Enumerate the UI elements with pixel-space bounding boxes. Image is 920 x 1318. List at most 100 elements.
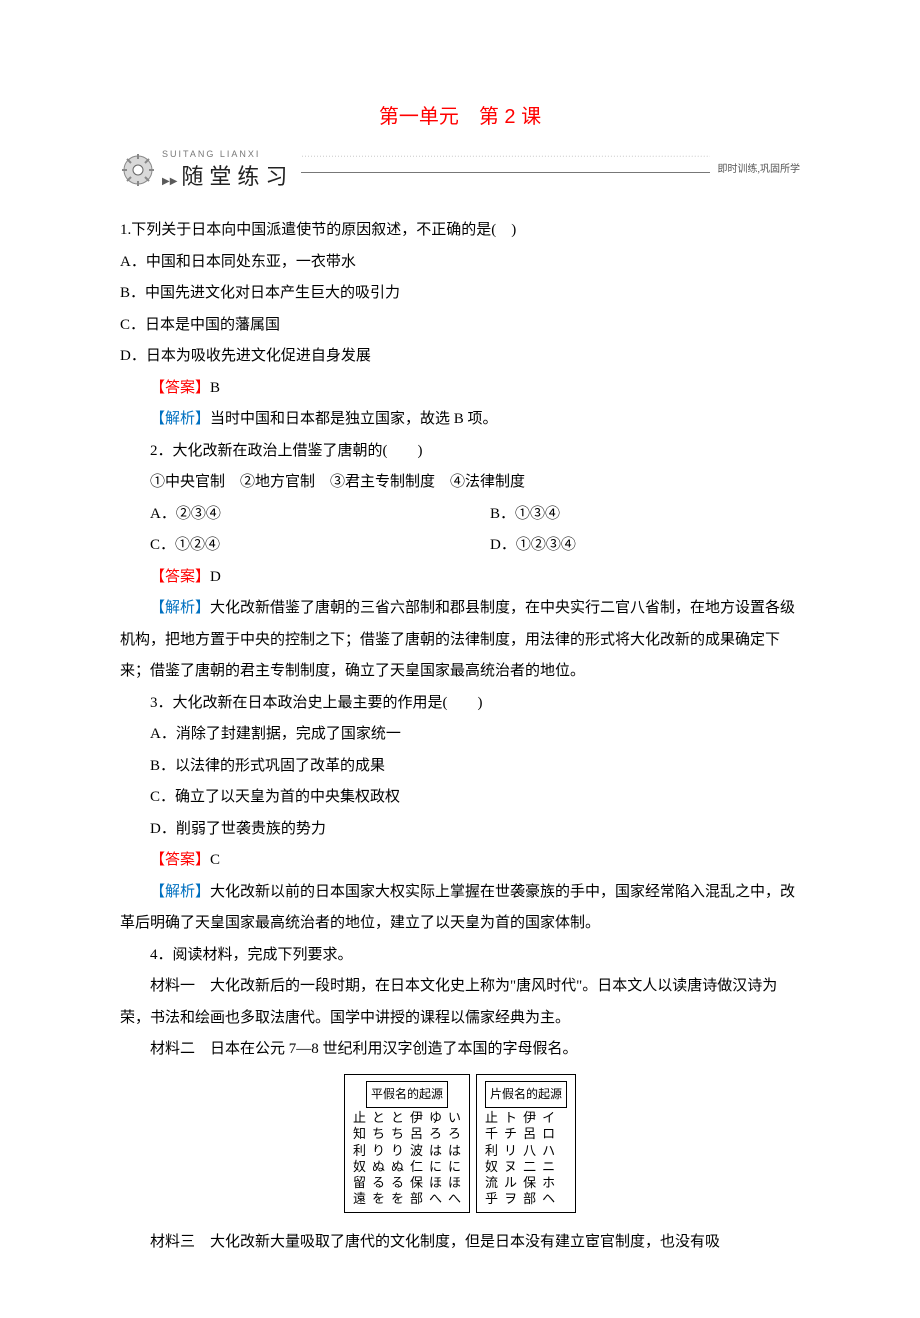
q3-opt-b: B．以法律的形式巩固了改革的成果 [120, 751, 800, 783]
kana-char: と [372, 1110, 385, 1126]
kana-char: 留 [353, 1175, 366, 1191]
kana-char: ろ [429, 1126, 442, 1142]
kana-char: 止 [485, 1110, 498, 1126]
kana-char: は [429, 1143, 442, 1159]
q1-answer-value: B [210, 380, 220, 396]
q3-opt-c: C．确立了以天皇为首的中央集权政权 [120, 782, 800, 814]
analysis-label: 【解析】 [150, 884, 210, 900]
kana-column: とちりぬるを [372, 1110, 385, 1208]
kana-char: 利 [353, 1143, 366, 1159]
kana-char: る [372, 1175, 385, 1191]
kana-char: 保 [523, 1175, 536, 1191]
q1-opt-d: D．日本为吸收先进文化促进自身发展 [120, 341, 800, 373]
kana-column: トチリヌルヲ [504, 1110, 517, 1208]
kana-char: 部 [410, 1191, 423, 1207]
kana-char: 利 [485, 1143, 498, 1159]
kana-column: ゆろはにほへ [429, 1110, 442, 1208]
kana-char: 伊 [410, 1110, 423, 1126]
kana-char: 呂 [523, 1126, 536, 1142]
banner-main: SUITANG LIANXI ▶▶ 随堂练习 [162, 149, 293, 191]
kana-char: 二 [523, 1159, 536, 1175]
kana-char: 乎 [485, 1191, 498, 1207]
kana-char: ぬ [372, 1159, 385, 1175]
kana-char: ホ [542, 1175, 555, 1191]
kana-char: 伊 [523, 1110, 536, 1126]
section-banner: SUITANG LIANXI ▶▶ 随堂练习 ·················… [120, 149, 800, 191]
q1-opt-a: A．中国和日本同处东亚，一衣带水 [120, 247, 800, 279]
kana-char: ほ [429, 1175, 442, 1191]
kana-column: いろはにほへ [448, 1110, 461, 1208]
hiragana-title: 平假名的起源 [366, 1081, 448, 1108]
banner-arrows: ▶▶ [162, 176, 177, 187]
analysis-label: 【解析】 [150, 411, 210, 427]
q4-m3: 材料三 大化改新大量吸取了唐代的文化制度，但是日本没有建立宦官制度，也没有吸 [120, 1227, 800, 1259]
q4-m2: 材料二 日本在公元 7—8 世纪利用汉字创造了本国的字母假名。 [120, 1034, 800, 1066]
kana-column: 止知利奴留遠 [353, 1110, 366, 1208]
kana-char: る [391, 1175, 404, 1191]
kana-char: 呂 [410, 1126, 423, 1142]
q2-answer: 【答案】D [120, 562, 800, 594]
kana-char: ヌ [504, 1159, 517, 1175]
q2-answer-value: D [210, 569, 221, 585]
kana-char: ハ [542, 1143, 555, 1159]
q2-opt-d: D．①②③④ [460, 530, 800, 562]
kana-char: 遠 [353, 1191, 366, 1207]
kana-char: に [448, 1159, 461, 1175]
q4-m1: 材料一 大化改新后的一段时期，在日本文化史上称为"唐风时代"。日本文人以读唐诗做… [120, 971, 800, 1034]
answer-label: 【答案】 [150, 569, 210, 585]
kana-char: ル [504, 1175, 517, 1191]
kana-char: に [429, 1159, 442, 1175]
answer-label: 【答案】 [150, 852, 210, 868]
kana-char: 部 [523, 1191, 536, 1207]
kana-char: ほ [448, 1175, 461, 1191]
q2-stem: 2．大化改新在政治上借鉴了唐朝的( ) [120, 436, 800, 468]
kana-char: ロ [542, 1126, 555, 1142]
q3-answer-value: C [210, 852, 220, 868]
kana-char: 仁 [410, 1159, 423, 1175]
q2-opt-b: B．①③④ [460, 499, 800, 531]
kana-char: ヘ [542, 1191, 555, 1207]
kana-char: 保 [410, 1175, 423, 1191]
kana-char: ち [391, 1126, 404, 1142]
kana-char: り [372, 1143, 385, 1159]
kana-char: ぬ [391, 1159, 404, 1175]
kana-char: へ [429, 1191, 442, 1207]
kana-char: チ [504, 1126, 517, 1142]
kana-column: 伊呂八二保部 [523, 1110, 536, 1208]
banner-line: ········································… [301, 160, 709, 173]
kana-char: イ [542, 1110, 555, 1126]
katakana-title: 片假名的起源 [485, 1081, 567, 1108]
kana-char: リ [504, 1143, 517, 1159]
kana-char: ろ [448, 1126, 461, 1142]
kana-char: は [448, 1143, 461, 1159]
kana-figure: 平假名的起源 止知利奴留遠とちりぬるをとちりぬるを伊呂波仁保部ゆろはにほへいろは… [120, 1074, 800, 1213]
q1-stem: 1.下列关于日本向中国派遣使节的原因叙述，不正确的是( ) [120, 215, 800, 247]
kana-char: を [391, 1191, 404, 1207]
q3-opt-a: A．消除了封建割据，完成了国家统一 [120, 719, 800, 751]
kana-char: 八 [523, 1143, 536, 1159]
q1-analysis-text: 当时中国和日本都是独立国家，故选 B 项。 [210, 411, 498, 427]
kana-char: い [448, 1110, 461, 1126]
analysis-label: 【解析】 [150, 600, 210, 616]
kana-char: ニ [542, 1159, 555, 1175]
q1-opt-c: C．日本是中国的藩属国 [120, 310, 800, 342]
kana-column: とちりぬるを [391, 1110, 404, 1208]
kana-char: 知 [353, 1126, 366, 1142]
kana-char: 流 [485, 1175, 498, 1191]
kana-char: 千 [485, 1126, 498, 1142]
kana-char: ト [504, 1110, 517, 1126]
q1-analysis: 【解析】当时中国和日本都是独立国家，故选 B 项。 [120, 404, 800, 436]
q2-analysis: 【解析】大化改新借鉴了唐朝的三省六部制和郡县制度，在中央实行二官八省制，在地方设… [120, 593, 800, 688]
page-title: 第一单元 第 2 课 [120, 100, 800, 129]
kana-char: ち [372, 1126, 385, 1142]
answer-label: 【答案】 [150, 380, 210, 396]
q3-answer: 【答案】C [120, 845, 800, 877]
kana-char: ヲ [504, 1191, 517, 1207]
q3-analysis-text: 大化改新以前的日本国家大权实际上掌握在世袭豪族的手中，国家经常陷入混乱之中，改革… [120, 884, 795, 932]
body-text: 1.下列关于日本向中国派遣使节的原因叙述，不正确的是( ) A．中国和日本同处东… [120, 215, 800, 1258]
kana-column: 止千利奴流乎 [485, 1110, 498, 1208]
q1-opt-b: B．中国先进文化对日本产生巨大的吸引力 [120, 278, 800, 310]
q2-opt-c: C．①②④ [120, 530, 460, 562]
banner-pinyin: SUITANG LIANXI [162, 149, 293, 159]
q2-items: ①中央官制 ②地方官制 ③君主专制制度 ④法律制度 [120, 467, 800, 499]
